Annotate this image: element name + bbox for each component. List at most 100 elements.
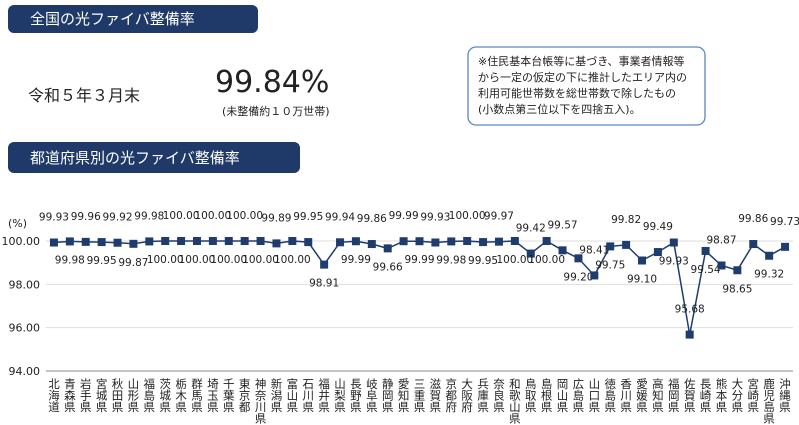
data-label: 100.00 <box>195 210 232 222</box>
x-tick-label: 東京都 <box>238 378 252 413</box>
data-label: 98.41 <box>579 244 609 256</box>
data-label: 99.93 <box>420 212 450 224</box>
marker <box>479 238 488 247</box>
x-tick-label: 愛媛県 <box>635 378 649 413</box>
marker <box>304 238 313 247</box>
x-tick-label: 福島県 <box>142 377 156 413</box>
x-tick-label: 福岡県 <box>667 377 681 413</box>
y-tick-label: 98.00 <box>9 278 41 291</box>
x-tick-label: 秋田県 <box>111 377 125 413</box>
data-label: 99.86 <box>357 213 387 225</box>
x-tick-label: 青森県 <box>63 378 77 413</box>
marker <box>590 271 599 280</box>
note: ※住民基本台帳等に基づき、事業者情報等 <box>478 54 684 68</box>
marker <box>177 237 186 245</box>
marker <box>240 237 249 245</box>
x-tick-label: 広島県 <box>571 378 585 413</box>
data-label: 99.49 <box>643 221 673 233</box>
x-tick-label: 新潟県 <box>269 377 283 413</box>
data-label: 99.98 <box>55 254 85 266</box>
data-label: 99.97 <box>484 211 514 223</box>
x-tick-label: 岩手県 <box>79 377 93 413</box>
data-label: 99.82 <box>611 214 641 226</box>
x-tick-label: 大阪府 <box>460 377 474 413</box>
x-tick-label: 愛知県 <box>397 378 411 413</box>
x-tick-label: 鹿児島県 <box>762 377 776 425</box>
date: 令和５年３月末 <box>28 86 140 105</box>
data-label: 100.00 <box>528 254 565 266</box>
note-box <box>467 46 706 126</box>
x-tick-label: 沖縄県 <box>778 378 792 413</box>
data-label: 100.00 <box>496 254 533 266</box>
x-tick-label: 滋賀県 <box>428 378 442 413</box>
y-tick-label: 94.00 <box>9 365 41 378</box>
x-tick-label: 富山県 <box>285 377 299 413</box>
header-bar <box>8 5 258 33</box>
x-tick-label: 岡山県 <box>556 378 570 413</box>
marker <box>622 240 631 249</box>
x-tick-label: 鳥取県 <box>524 377 538 413</box>
marker <box>49 238 58 247</box>
marker <box>97 238 106 247</box>
marker <box>510 237 519 245</box>
marker <box>288 237 297 245</box>
data-label: 100.00 <box>210 254 247 266</box>
y-tick-label: 100.00 <box>2 235 41 248</box>
x-tick-label: 三重県 <box>413 378 427 413</box>
data-label: 99.98 <box>134 210 164 222</box>
data-label: 99.86 <box>738 213 768 225</box>
x-tick-label: 島根県 <box>540 377 554 413</box>
data-label: 99.99 <box>404 254 434 266</box>
data-label: 100.00 <box>242 254 279 266</box>
x-tick-label: 静岡県 <box>381 377 395 413</box>
x-tick-label: 福井県 <box>317 377 331 413</box>
data-label: 99.99 <box>389 210 419 222</box>
chart-title-bar <box>8 142 300 173</box>
marker <box>749 240 758 249</box>
marker <box>542 237 551 245</box>
data-label: 99.10 <box>627 274 657 286</box>
data-label: 99.94 <box>325 211 355 223</box>
marker <box>685 330 694 339</box>
data-label: 99.32 <box>754 269 784 281</box>
marker <box>781 242 790 251</box>
x-tick-label: 北海道 <box>47 378 61 413</box>
y-axis-label: (%) <box>8 217 27 230</box>
marker <box>336 238 345 247</box>
data-label: 99.95 <box>468 255 498 267</box>
data-label: 99.42 <box>516 223 546 235</box>
x-tick-label: 佐賀県 <box>683 377 697 413</box>
x-tick-label: 山形県 <box>126 378 140 413</box>
x-tick-label: 宮崎県 <box>746 377 760 413</box>
rate-note: (未整備約１０万世帯) <box>222 104 330 118</box>
marker <box>574 254 583 263</box>
data-label: 99.95 <box>293 211 323 223</box>
data-label: 99.95 <box>87 255 117 267</box>
data-label: 99.54 <box>691 264 721 276</box>
marker <box>399 237 408 246</box>
marker <box>383 244 392 253</box>
x-tick-label: 兵庫県 <box>476 378 490 413</box>
marker <box>526 249 535 258</box>
x-tick-label: 奈良県 <box>492 377 506 413</box>
x-tick-label: 千葉県 <box>222 378 236 413</box>
data-label: 98.87 <box>706 234 736 246</box>
marker <box>765 251 774 260</box>
x-tick-label: 山口県 <box>587 378 601 413</box>
chart-title: 都道府県別の光ファイバ整備率 <box>30 149 240 167</box>
x-tick-label: 栃木県 <box>174 377 188 413</box>
data-label: 99.73 <box>770 216 799 228</box>
data-label: 99.87 <box>118 257 148 269</box>
x-tick-label: 長崎県 <box>699 378 713 413</box>
data-label: 100.00 <box>274 254 311 266</box>
data-label: 99.93 <box>659 256 689 268</box>
marker <box>351 237 360 246</box>
marker <box>256 237 265 245</box>
data-label: 99.98 <box>436 254 466 266</box>
x-tick-label: 高知県 <box>651 377 665 413</box>
note: 利用可能世帯数を総世帯数で除したもの <box>478 86 676 100</box>
marker <box>653 248 662 257</box>
x-tick-label: 群馬県 <box>190 377 204 413</box>
